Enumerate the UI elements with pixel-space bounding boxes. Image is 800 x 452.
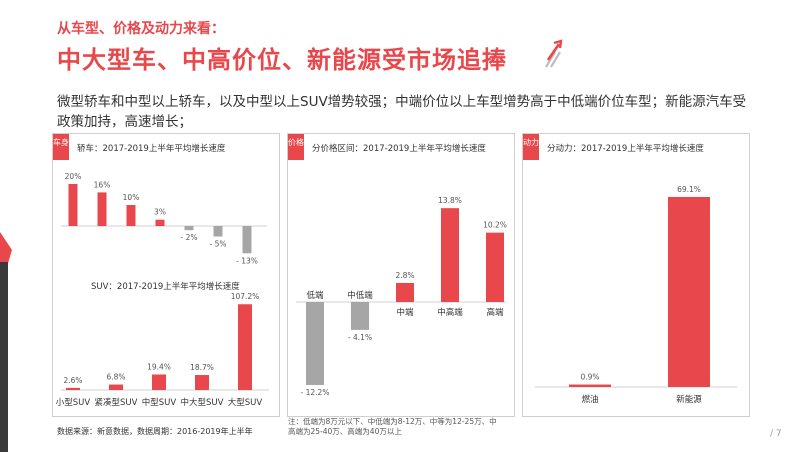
suv-growth-chart: 2.6% 小型SUV 6.8% 紧凑型SUV 19.4% 中型SUV 18.7% 中大型SUV… bbox=[56, 292, 269, 408]
suv-chart-title: SUV：2017-2019上半年平均增长速度 bbox=[91, 282, 240, 292]
lead-paragraph: 微型轿车和中型以上轿车，以及中型以上SUV增势较强；中端价位以上车型增势高于中低… bbox=[57, 94, 747, 130]
sedan-growth-chart: 20% 16% 10% 3% - 2% - 5% - 13% bbox=[61, 172, 267, 265]
growth-arrow-icon bbox=[545, 39, 563, 68]
sedan-chart-title: 轿车：2017-2019上半年平均增长速度 bbox=[77, 144, 226, 154]
decorative-dark-strip bbox=[0, 262, 8, 452]
panel-price: 价格 分价格区间：2017-2019上半年平均增长速度 - 12.2% 低端 - 4… bbox=[287, 133, 515, 417]
data-label: 2.8% bbox=[395, 271, 414, 280]
panel-tag-power: 动力 bbox=[523, 134, 539, 160]
bar bbox=[66, 387, 80, 390]
data-label: - 13% bbox=[236, 256, 258, 265]
data-label: 69.1% bbox=[677, 185, 701, 194]
data-label: 10.2% bbox=[483, 221, 507, 230]
power-growth-chart: 0.9% 燃油 69.1% 新能源 bbox=[535, 185, 737, 405]
category-label: 新能源 bbox=[676, 394, 702, 405]
bar bbox=[351, 302, 369, 330]
data-label: 3% bbox=[154, 208, 166, 217]
category-label: 大型SUV bbox=[228, 397, 263, 408]
bar bbox=[238, 304, 252, 390]
bar bbox=[97, 192, 107, 226]
bar bbox=[569, 384, 611, 387]
data-label: 107.2% bbox=[231, 292, 260, 301]
power-chart-title: 分动力：2017-2019上半年平均增长速度 bbox=[547, 144, 704, 154]
kicker-title: 从车型、价格及动力来看： bbox=[57, 21, 225, 37]
price-chart-title: 分价格区间：2017-2019上半年平均增长速度 bbox=[312, 144, 486, 154]
price-growth-chart: - 12.2% 低端 - 4.1% 中低端 2.8% 中端 13.8% 中高端 10.2% 高端 bbox=[296, 196, 507, 397]
data-label: 19.4% bbox=[147, 362, 171, 371]
bar bbox=[195, 375, 209, 390]
data-label: 2.6% bbox=[63, 376, 82, 385]
category-label: 中高端 bbox=[437, 307, 463, 318]
data-label: - 4.1% bbox=[348, 333, 372, 342]
category-label: 紧凑型SUV bbox=[95, 397, 138, 408]
category-label: 中大型SUV bbox=[181, 397, 224, 408]
data-label: - 2% bbox=[181, 233, 198, 242]
price-tier-note: 注：低端为8万元以下、中低端为8-12万、中等为12-25万、中高端为25-40… bbox=[288, 417, 497, 436]
bar bbox=[68, 184, 78, 226]
page-number: / 7 bbox=[770, 429, 782, 439]
bar bbox=[109, 384, 123, 390]
data-label: 20% bbox=[65, 172, 82, 181]
data-source-note: 数据来源：新意数据，数据周期：2016-2019年上半年 bbox=[57, 427, 253, 436]
data-label: 16% bbox=[94, 180, 111, 189]
panel-body-type: 车身 轿车：2017-2019上半年平均增长速度 20% 16% 10% 3% - 2%… bbox=[52, 133, 280, 417]
category-label: 中型SUV bbox=[142, 397, 177, 408]
bar bbox=[126, 205, 136, 226]
bar bbox=[486, 232, 504, 302]
panel-power: 动力 分动力：2017-2019上半年平均增长速度 0.9% 燃油 69.1% 新能源 bbox=[522, 133, 750, 417]
data-label: 13.8% bbox=[438, 196, 462, 205]
data-label: 6.8% bbox=[106, 373, 125, 382]
category-label: 高端 bbox=[486, 307, 504, 318]
bar bbox=[213, 226, 223, 237]
bar bbox=[306, 302, 324, 385]
bar bbox=[396, 282, 414, 302]
category-label: 燃油 bbox=[581, 394, 598, 405]
panel-tag-price: 价格 bbox=[288, 134, 304, 160]
page-headline: 中大型车、中高价位、新能源受市场追捧 bbox=[57, 46, 507, 74]
bar bbox=[155, 219, 165, 226]
panel-tag-body: 车身 bbox=[53, 134, 69, 160]
bar bbox=[184, 226, 194, 231]
data-label: 10% bbox=[123, 193, 140, 202]
category-label: 低端 bbox=[306, 290, 324, 301]
data-label: - 5% bbox=[210, 240, 227, 249]
bar bbox=[152, 374, 166, 390]
category-label: 小型SUV bbox=[56, 397, 91, 408]
bar bbox=[668, 196, 710, 387]
bar bbox=[441, 208, 459, 302]
data-label: 18.7% bbox=[190, 363, 214, 372]
category-label: 中低端 bbox=[347, 290, 373, 301]
category-label: 中端 bbox=[396, 307, 414, 318]
data-label: - 12.2% bbox=[301, 388, 330, 397]
data-label: 0.9% bbox=[580, 373, 599, 382]
bar bbox=[242, 226, 252, 254]
